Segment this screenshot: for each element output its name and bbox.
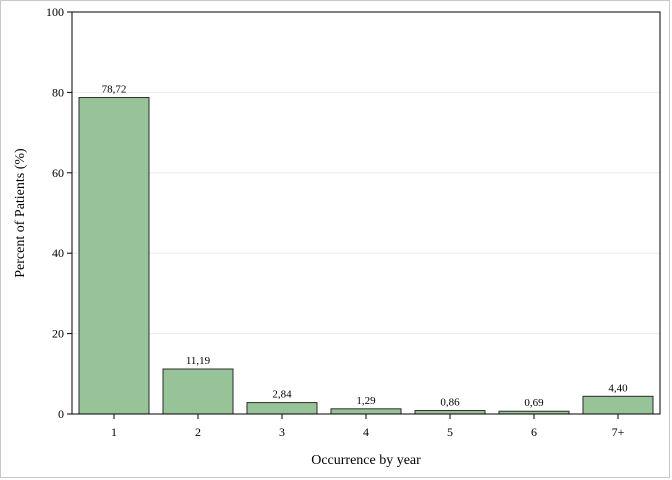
y-tick-label: 100 — [46, 5, 64, 19]
y-tick-label: 20 — [52, 327, 64, 341]
x-tick-label-6: 6 — [531, 425, 537, 439]
data-label-5: 0,86 — [440, 397, 460, 409]
y-tick-label: 40 — [52, 246, 64, 260]
y-axis-title: Percent of Patients (%) — [13, 148, 28, 278]
bar-3 — [246, 402, 318, 415]
data-label-6: 0,69 — [524, 397, 544, 409]
x-tick-label-5: 5 — [447, 425, 453, 439]
data-label-7+: 4,40 — [608, 382, 628, 394]
y-tick-label: 0 — [58, 407, 64, 421]
y-tick-label: 60 — [52, 166, 64, 180]
bars — [78, 97, 654, 415]
bar-2 — [162, 368, 234, 415]
bar-7+ — [582, 395, 654, 415]
data-label-1: 78,72 — [102, 84, 127, 96]
x-tick-label-4: 4 — [363, 425, 369, 439]
x-tick-label-3: 3 — [279, 425, 285, 439]
x-tick-label-2: 2 — [195, 425, 201, 439]
x-axis-title: Occurrence by year — [311, 453, 421, 468]
data-label-2: 11,19 — [186, 355, 211, 367]
y-axis: 0 20 40 60 80 100 — [46, 5, 72, 421]
data-label-3: 2,84 — [272, 389, 292, 401]
plot-area — [71, 11, 661, 415]
x-tick-label-1: 1 — [111, 425, 117, 439]
bar-1 — [78, 97, 150, 415]
x-tick-label-7+: 7+ — [612, 425, 625, 439]
y-tick-label: 80 — [52, 85, 64, 99]
x-axis: 1 2 3 4 5 6 7+ — [111, 414, 625, 439]
bar-5 — [414, 410, 486, 415]
data-labels: 78,72 11,19 2,84 1,29 0,86 0,69 4,40 — [102, 84, 629, 410]
data-label-4: 1,29 — [356, 395, 376, 407]
bar-4 — [330, 408, 402, 415]
grid-lines — [72, 91, 660, 335]
